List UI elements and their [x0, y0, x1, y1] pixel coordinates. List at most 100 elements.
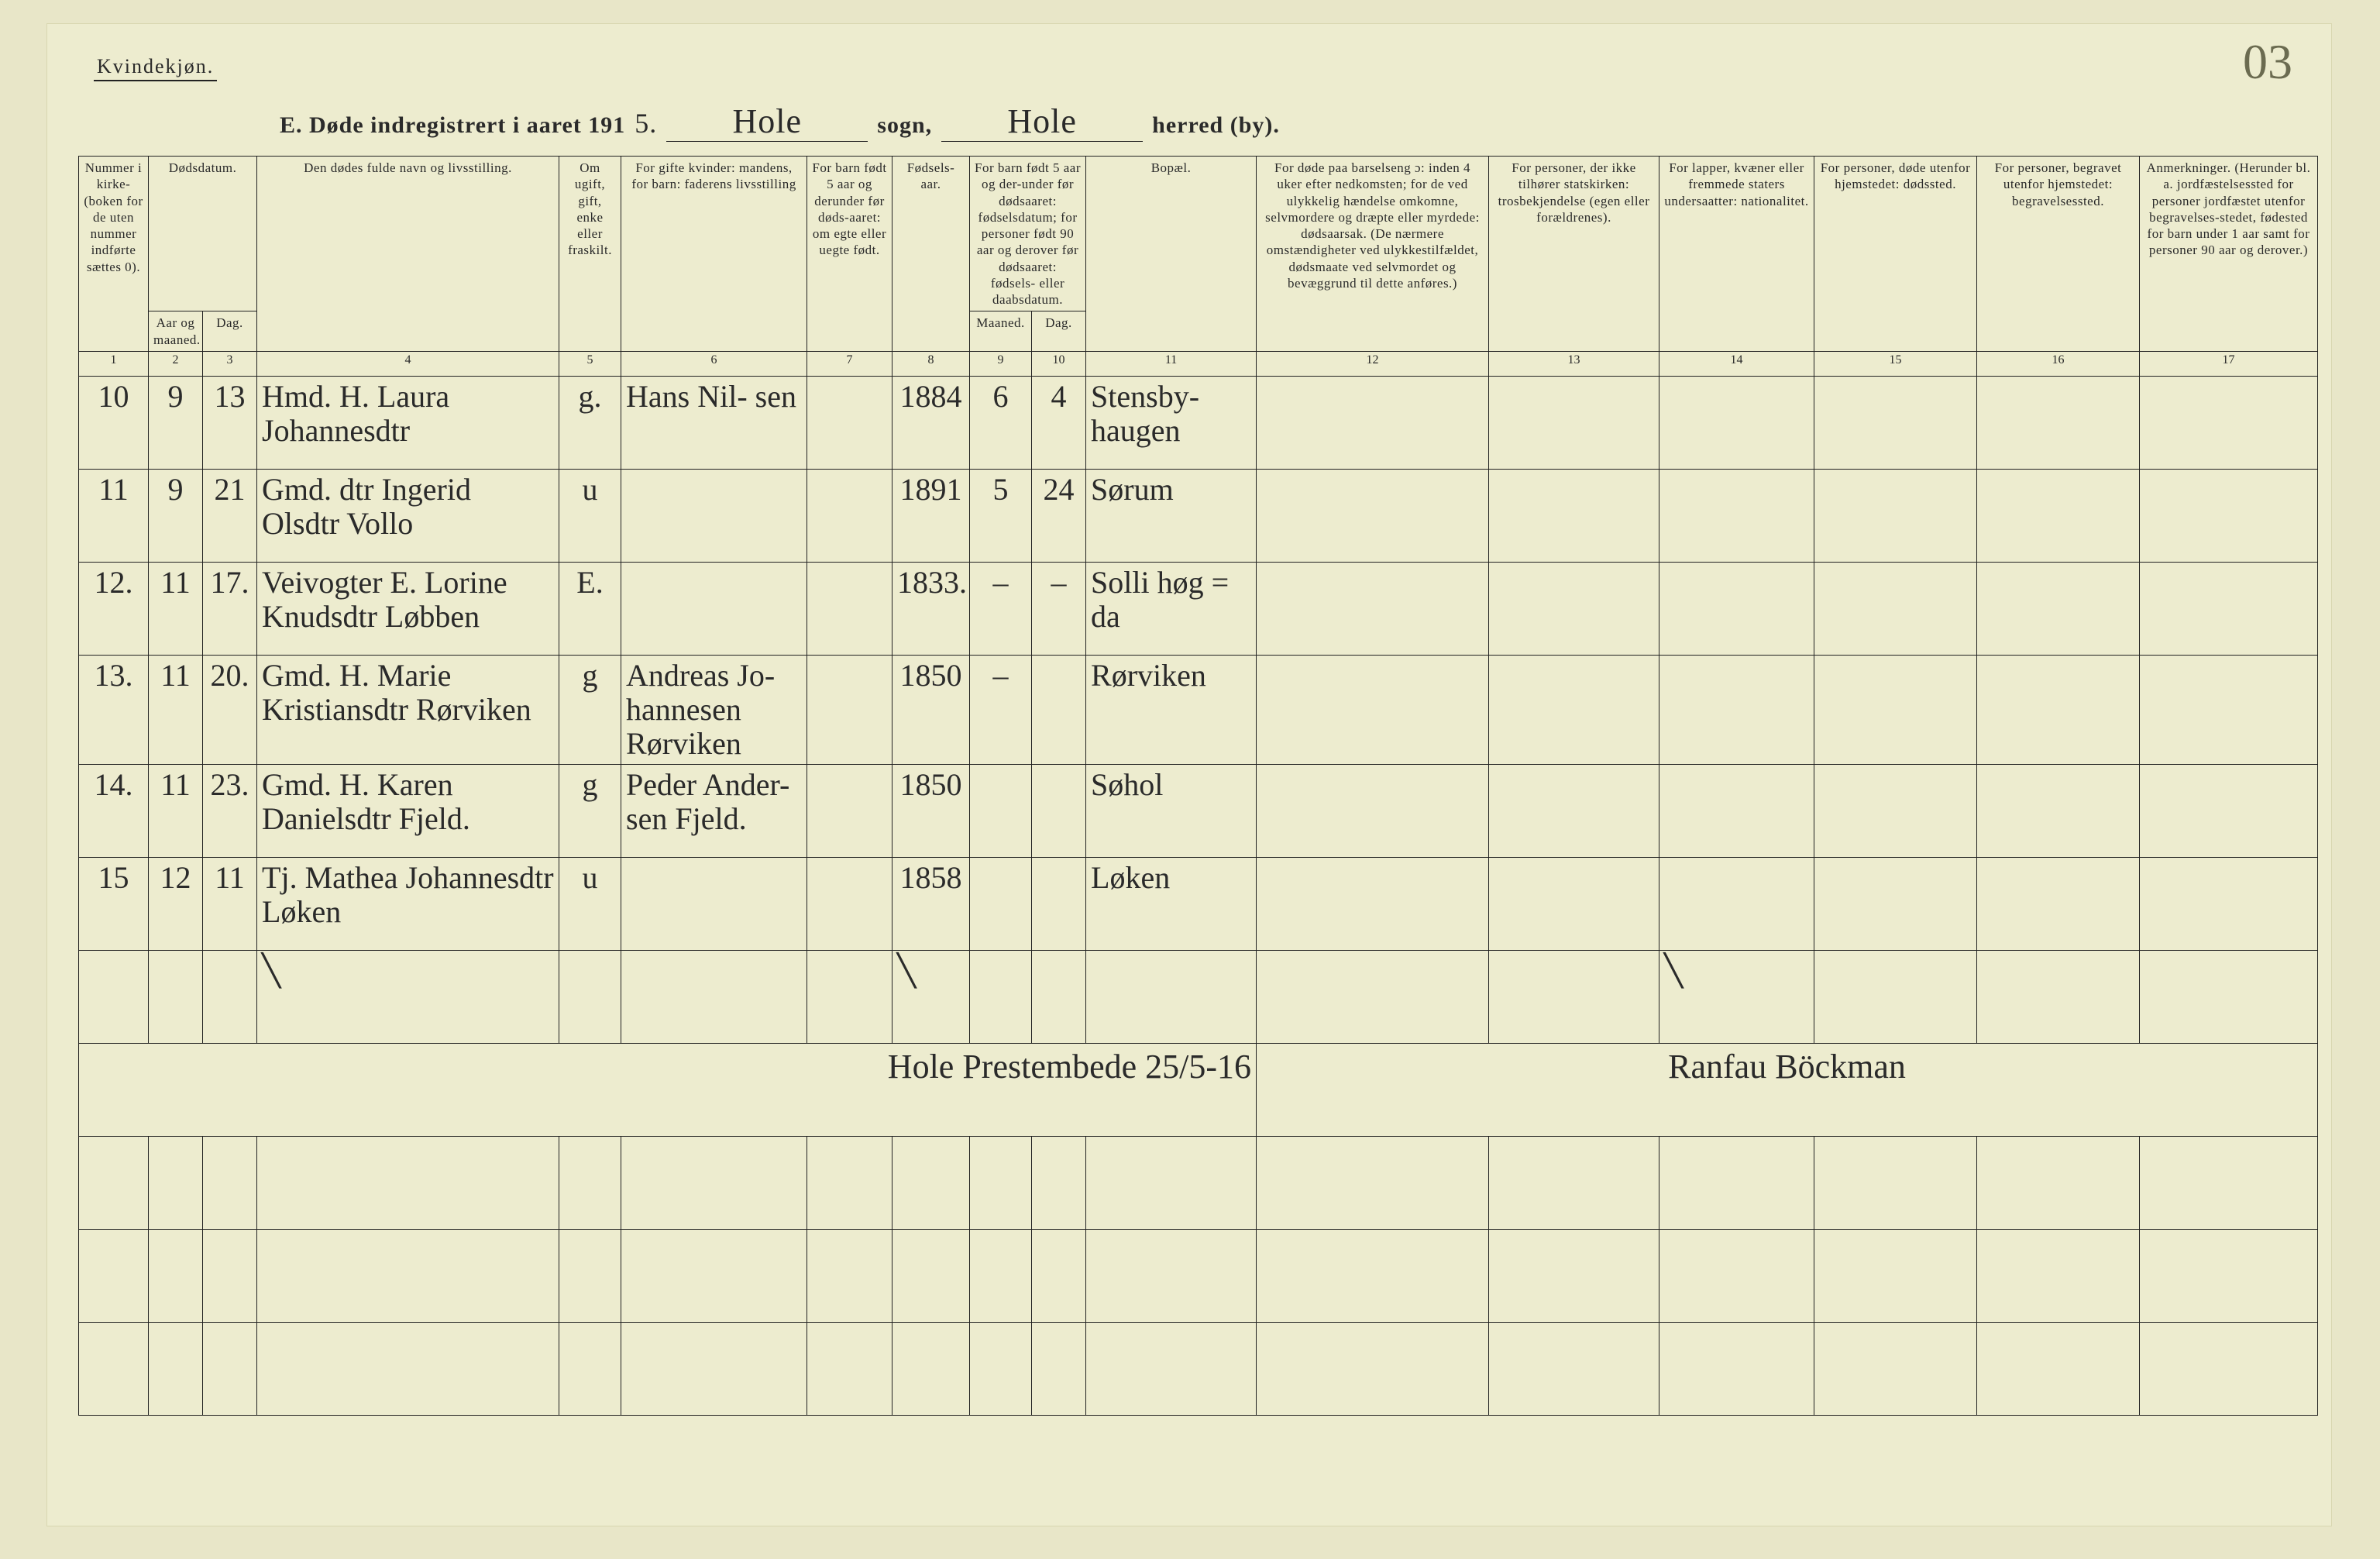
cell [1086, 1229, 1257, 1322]
cell [807, 1229, 892, 1322]
cell: 1833. [892, 562, 970, 655]
hdr-c14: For lapper, kvæner eller fremmede stater… [1659, 157, 1814, 352]
cell [807, 655, 892, 764]
cell [807, 1322, 892, 1415]
cell: 15 [79, 857, 149, 950]
colnum: 11 [1086, 351, 1257, 376]
cell: 1858 [892, 857, 970, 950]
cell [892, 1136, 970, 1229]
cell [1257, 1322, 1489, 1415]
cell [621, 1229, 807, 1322]
table-row [79, 1136, 2318, 1229]
sogn-label: sogn, [877, 112, 932, 139]
table-row [79, 1229, 2318, 1322]
cell [807, 469, 892, 562]
cell: Søhol [1086, 764, 1257, 857]
cell: g [559, 655, 621, 764]
cell: ╲ [1659, 950, 1814, 1043]
cell: – [970, 655, 1032, 764]
colnum: 8 [892, 351, 970, 376]
cell [203, 950, 257, 1043]
cell [79, 1322, 149, 1415]
cell: Rørviken [1086, 655, 1257, 764]
cell [807, 950, 892, 1043]
cell [1814, 1136, 1977, 1229]
cell [1659, 655, 1814, 764]
cell: 11 [149, 562, 203, 655]
hdr-c9b: Dag. [1032, 311, 1086, 352]
hdr-c2b: Dag. [203, 311, 257, 352]
colnum: 16 [1977, 351, 2140, 376]
cell [1977, 1322, 2140, 1415]
cell [1257, 655, 1489, 764]
cell: ╲ [892, 950, 970, 1043]
herred-value: Hole [941, 102, 1143, 142]
cell [2140, 376, 2318, 469]
cell [1977, 469, 2140, 562]
cell [1814, 950, 1977, 1043]
cell [1814, 562, 1977, 655]
cell [807, 562, 892, 655]
cell [2140, 1322, 2318, 1415]
cell: 17. [203, 562, 257, 655]
signature-left: Hole Prestembede 25/5-16 [79, 1043, 1257, 1136]
cell [1659, 1229, 1814, 1322]
table-row: 12.1117.Veivogter E. Lorine Knudsdtr Løb… [79, 562, 2318, 655]
cell [257, 1229, 559, 1322]
cell [1257, 857, 1489, 950]
cell: u [559, 857, 621, 950]
cell: 13 [203, 376, 257, 469]
cell: Veivogter E. Lorine Knudsdtr Løbben [257, 562, 559, 655]
cell [1814, 1322, 1977, 1415]
hdr-c17: Anmerkninger. (Herunder bl. a. jordfæste… [2140, 157, 2318, 352]
cell: Sørum [1086, 469, 1257, 562]
cell [1032, 857, 1086, 950]
cell [807, 857, 892, 950]
cell [1659, 764, 1814, 857]
cell [203, 1322, 257, 1415]
cell [257, 1322, 559, 1415]
cell [2140, 764, 2318, 857]
cell [149, 950, 203, 1043]
colnum: 3 [203, 351, 257, 376]
colnum: 7 [807, 351, 892, 376]
hdr-c2-group: Dødsdatum. [149, 157, 257, 311]
cell [1659, 562, 1814, 655]
cell [1257, 950, 1489, 1043]
cell [1489, 950, 1659, 1043]
cell [1489, 1322, 1659, 1415]
cell: 11 [203, 857, 257, 950]
cell [1977, 655, 2140, 764]
cell [1659, 1322, 1814, 1415]
title-prefix: E. Døde indregistrert i aaret 191 [280, 112, 625, 139]
cell [1032, 1322, 1086, 1415]
cell [1489, 764, 1659, 857]
cell: Tj. Mathea Johannesdtr Løken [257, 857, 559, 950]
cell [2140, 1229, 2318, 1322]
cell [1032, 950, 1086, 1043]
cell [807, 764, 892, 857]
cell: 1850 [892, 655, 970, 764]
cell [79, 950, 149, 1043]
cell [1977, 376, 2140, 469]
cell [1977, 1229, 2140, 1322]
ledger-table: Nummer i kirke-(boken for de uten nummer… [78, 156, 2318, 1416]
cell: 9 [149, 469, 203, 562]
cell: Stensby- haugen [1086, 376, 1257, 469]
hdr-c11: Bopæl. [1086, 157, 1257, 352]
table-row: 14.1123.Gmd. H. Karen Danielsdtr Fjeld.g… [79, 764, 2318, 857]
colnum: 10 [1032, 351, 1086, 376]
table-row [79, 1322, 2318, 1415]
table-row: 13.1120.Gmd. H. Marie Kristiansdtr Rørvi… [79, 655, 2318, 764]
cell [1814, 1229, 1977, 1322]
cell [1086, 950, 1257, 1043]
cell [149, 1322, 203, 1415]
cell [1814, 764, 1977, 857]
cell [559, 1229, 621, 1322]
cell: 20. [203, 655, 257, 764]
cell [1086, 1136, 1257, 1229]
cell [970, 1322, 1032, 1415]
cell: 12. [79, 562, 149, 655]
cell: 14. [79, 764, 149, 857]
cell [1814, 655, 1977, 764]
